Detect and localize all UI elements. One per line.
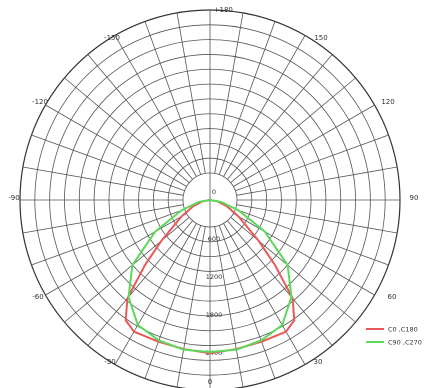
series-lines — [124, 199, 296, 355]
grid-spoke — [214, 12, 244, 174]
angle-label: 30 — [314, 358, 323, 366]
grid-spoke — [144, 21, 202, 175]
grid-spoke — [31, 208, 185, 266]
grid-spoke — [230, 217, 356, 323]
grid-spoke — [31, 134, 185, 192]
grid-spoke — [45, 104, 187, 187]
series-line-2 — [127, 199, 293, 353]
grid-spoke — [87, 54, 193, 180]
grid-spoke — [176, 12, 206, 174]
grid-spoke — [230, 77, 356, 183]
angle-label: 150 — [314, 34, 327, 42]
legend-label: C90 ,C270 — [388, 339, 422, 347]
radial-label: 0 — [212, 188, 216, 196]
legend-label: C0 ,C180 — [388, 326, 418, 334]
angle-label: -30 — [104, 358, 115, 366]
grid-spoke — [218, 225, 276, 379]
radial-label: 1200 — [206, 273, 223, 281]
angle-label: -150 — [104, 34, 120, 42]
angle-label: 120 — [381, 98, 394, 106]
grid-spoke — [235, 134, 389, 192]
grid-spoke — [235, 208, 389, 266]
angle-label: -90 — [8, 194, 19, 202]
radial-label: 600 — [208, 235, 220, 243]
grid-spoke — [176, 226, 206, 388]
legend: C0 ,C180 C90 ,C270 — [366, 326, 422, 347]
grid-spoke — [114, 35, 197, 177]
grid-spoke — [64, 217, 190, 323]
grid-spoke — [223, 223, 306, 365]
grid-spoke — [236, 166, 398, 196]
angle-label: 0 — [208, 378, 212, 386]
angle-label: -120 — [32, 98, 48, 106]
grid-spoke — [22, 204, 184, 234]
angle-labels: -+180 150 -150 120 -120 90 -90 60 -60 30 -30 0 — [8, 6, 418, 386]
grid-spoke — [233, 213, 375, 296]
grid-spoke — [114, 223, 197, 365]
grid-spoke — [218, 21, 276, 175]
grid-spoke — [45, 213, 187, 296]
grid-spoke — [227, 220, 333, 346]
polar-grid — [19, 9, 401, 388]
angle-label: -60 — [32, 293, 43, 301]
grid-spoke — [236, 204, 398, 234]
grid-spoke — [227, 54, 333, 180]
angle-label: 90 — [410, 194, 419, 202]
angle-label: -+180 — [211, 6, 233, 14]
grid-spoke — [22, 166, 184, 196]
grid-spoke — [233, 104, 375, 187]
angle-label: 60 — [388, 293, 397, 301]
grid-spoke — [223, 35, 306, 177]
grid-spoke — [144, 225, 202, 379]
grid-spoke — [64, 77, 190, 183]
radial-label: 1800 — [206, 311, 223, 319]
series-line-1 — [124, 199, 296, 355]
grid-spoke — [214, 226, 244, 388]
grid-spoke — [87, 220, 193, 346]
